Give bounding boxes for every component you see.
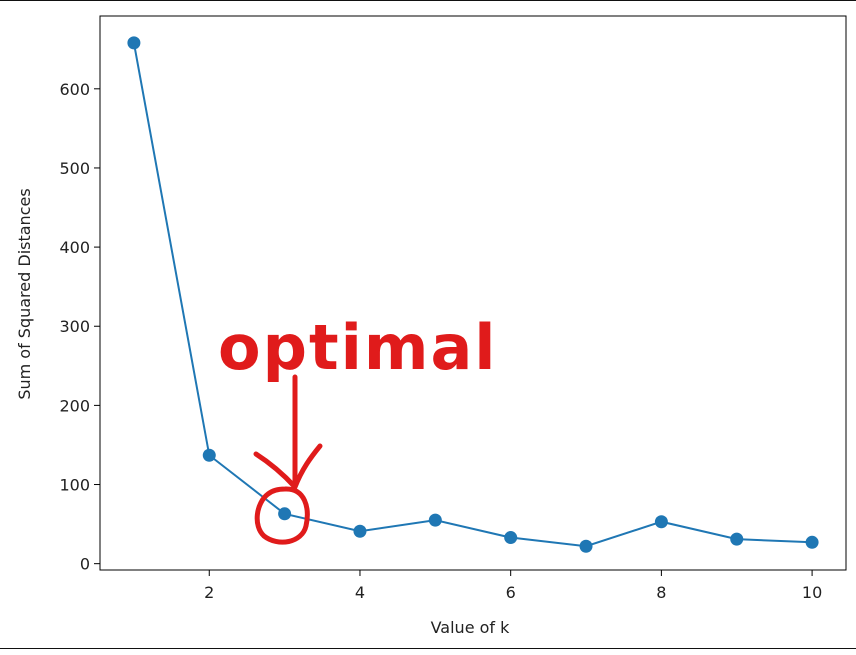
data-point [278, 507, 292, 521]
series-line [132, 42, 813, 548]
data-point [805, 535, 819, 549]
y-axis-ticks: 0 100 200 300 400 500 600 [59, 80, 100, 574]
x-tick-label: 6 [506, 583, 516, 602]
data-points [127, 36, 819, 553]
handwritten-annotation: optimal [218, 311, 498, 545]
data-point [579, 539, 593, 553]
data-point [127, 36, 141, 50]
annotation-circle [254, 486, 310, 545]
x-tick-label: 2 [204, 583, 214, 602]
data-point [353, 524, 367, 538]
y-tick-label: 400 [59, 238, 90, 257]
x-axis-label: Value of k [431, 618, 511, 637]
y-tick-label: 600 [59, 80, 90, 99]
y-tick-label: 200 [59, 396, 90, 415]
x-tick-label: 8 [656, 583, 666, 602]
plot-area [99, 15, 847, 571]
data-point [730, 532, 744, 546]
data-point [504, 531, 518, 545]
annotation-arrow [253, 374, 323, 490]
annotation-text: optimal [218, 311, 498, 384]
x-tick-label: 10 [802, 583, 822, 602]
y-tick-label: 300 [59, 317, 90, 336]
data-point [654, 515, 668, 529]
data-point [202, 448, 216, 462]
y-axis-label: Sum of Squared Distances [15, 188, 34, 399]
data-point [428, 513, 442, 527]
y-tick-label: 100 [59, 476, 90, 495]
x-tick-label: 4 [355, 583, 365, 602]
y-tick-label: 500 [59, 159, 90, 178]
x-axis-ticks: 2 4 6 8 10 [204, 570, 822, 602]
y-tick-label: 0 [80, 555, 90, 574]
